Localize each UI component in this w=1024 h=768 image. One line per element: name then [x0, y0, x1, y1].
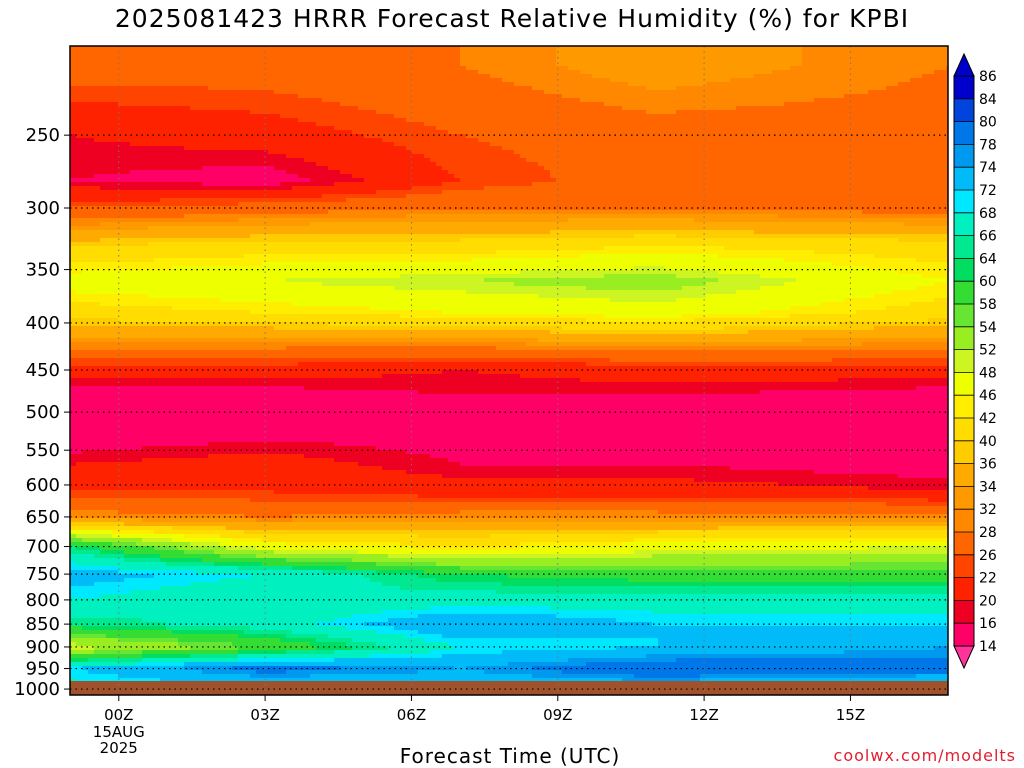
colorbar-swatch: [954, 121, 974, 145]
x-tick-label: 06Z: [397, 706, 426, 724]
y-tick-label: 750: [26, 564, 60, 585]
colorbar-label: 40: [979, 434, 997, 450]
colorbar-label: 20: [979, 593, 997, 609]
y-tick-label: 600: [26, 475, 60, 496]
x-tick-label: 09Z: [543, 706, 572, 724]
colorbar-label: 80: [979, 115, 997, 131]
colorbar-label: 28: [979, 525, 997, 541]
colorbar-swatch: [954, 554, 974, 579]
colorbar-label: 36: [979, 457, 997, 473]
y-tick-label: 950: [26, 659, 60, 680]
y-tick-label: 350: [26, 260, 60, 281]
colorbar-label: 68: [979, 206, 997, 222]
y-tick-label: 500: [26, 402, 60, 423]
colorbar-swatch: [954, 349, 974, 373]
y-tick-label: 400: [26, 313, 60, 334]
colorbar-min-arrow: [953, 645, 975, 670]
colorbar-label: 60: [979, 274, 997, 290]
y-tick-label: 700: [26, 537, 60, 558]
colorbar-label: 52: [979, 343, 997, 359]
colorbar-swatch: [954, 532, 974, 556]
colorbar-label: 66: [979, 229, 997, 245]
colorbar-swatch: [954, 167, 974, 191]
colorbar-swatch: [954, 212, 974, 237]
colorbar-label: 16: [979, 616, 997, 632]
colorbar-swatch: [954, 509, 974, 533]
colorbar-swatch: [954, 76, 974, 100]
colorbar-swatch: [954, 372, 974, 396]
colorbar-frame: [953, 75, 975, 647]
x-axis-title: Forecast Time (UTC): [0, 744, 1020, 768]
colorbar-swatch: [954, 190, 974, 214]
colorbar-max-arrow: [953, 52, 975, 77]
colorbar-swatch: [954, 258, 974, 282]
y-axis: 2503003504004505005506006507007508008509…: [14, 125, 70, 700]
humidity-field: [70, 46, 948, 695]
gridlines: [70, 46, 948, 695]
colorbar-swatch: [954, 623, 974, 647]
colorbar-swatch: [954, 144, 974, 168]
colorbar-swatch: [954, 98, 974, 123]
x-tick-label: 15Z: [836, 706, 865, 724]
colorbar-label: 54: [979, 320, 997, 336]
y-tick-label: 550: [26, 440, 60, 461]
colorbar-swatch: [954, 486, 974, 510]
y-tick-label: 650: [26, 507, 60, 528]
x-date-label: 15AUG: [93, 723, 145, 741]
credit-link[interactable]: coolwx.com/modelts: [834, 746, 1016, 765]
colorbar-label: 32: [979, 502, 997, 518]
colorbar-label: 34: [979, 479, 997, 495]
colorbar-label: 14: [979, 639, 997, 655]
colorbar-label: 64: [979, 251, 997, 267]
colorbar-swatch: [954, 281, 974, 305]
colorbar-swatch: [954, 418, 974, 442]
colorbar-swatch: [954, 235, 974, 259]
terrain-band: [70, 681, 948, 695]
colorbar-swatch: [954, 463, 974, 487]
y-tick-label: 450: [26, 360, 60, 381]
y-tick-label: 900: [26, 637, 60, 658]
y-tick-label: 850: [26, 614, 60, 635]
x-tick-label: 03Z: [250, 706, 279, 724]
colorbar-label: 78: [979, 137, 997, 153]
colorbar-label: 48: [979, 365, 997, 381]
colorbar-swatch: [954, 577, 974, 601]
colorbar-label: 58: [979, 297, 997, 313]
colorbar-label: 74: [979, 160, 997, 176]
y-tick-label: 1000: [14, 679, 60, 700]
colorbar-label: 86: [979, 69, 997, 85]
x-tick-label: 12Z: [689, 706, 718, 724]
colorbar-swatch: [954, 395, 974, 419]
colorbar-label: 84: [979, 92, 997, 108]
colorbar-swatch: [954, 600, 974, 624]
x-tick-label: 00Z: [104, 706, 133, 724]
y-tick-label: 250: [26, 125, 60, 146]
colorbar-swatch: [954, 326, 974, 351]
colorbar-label: 22: [979, 571, 997, 587]
x-date-label: 2025: [100, 739, 138, 757]
chart-title: 2025081423 HRRR Forecast Relative Humidi…: [0, 4, 1024, 33]
y-tick-label: 800: [26, 590, 60, 611]
colorbar-swatch: [954, 304, 974, 328]
colorbar-label: 42: [979, 411, 997, 427]
colorbar-label: 26: [979, 548, 997, 564]
y-tick-label: 300: [26, 198, 60, 219]
colorbar: 86 84 80 78 74 72 68 66 64 60 58 54 52 48 46 42 40 36 34 32…: [953, 52, 997, 670]
colorbar-label: 72: [979, 183, 997, 199]
colorbar-swatch: [954, 440, 974, 465]
colorbar-label: 46: [979, 388, 997, 404]
